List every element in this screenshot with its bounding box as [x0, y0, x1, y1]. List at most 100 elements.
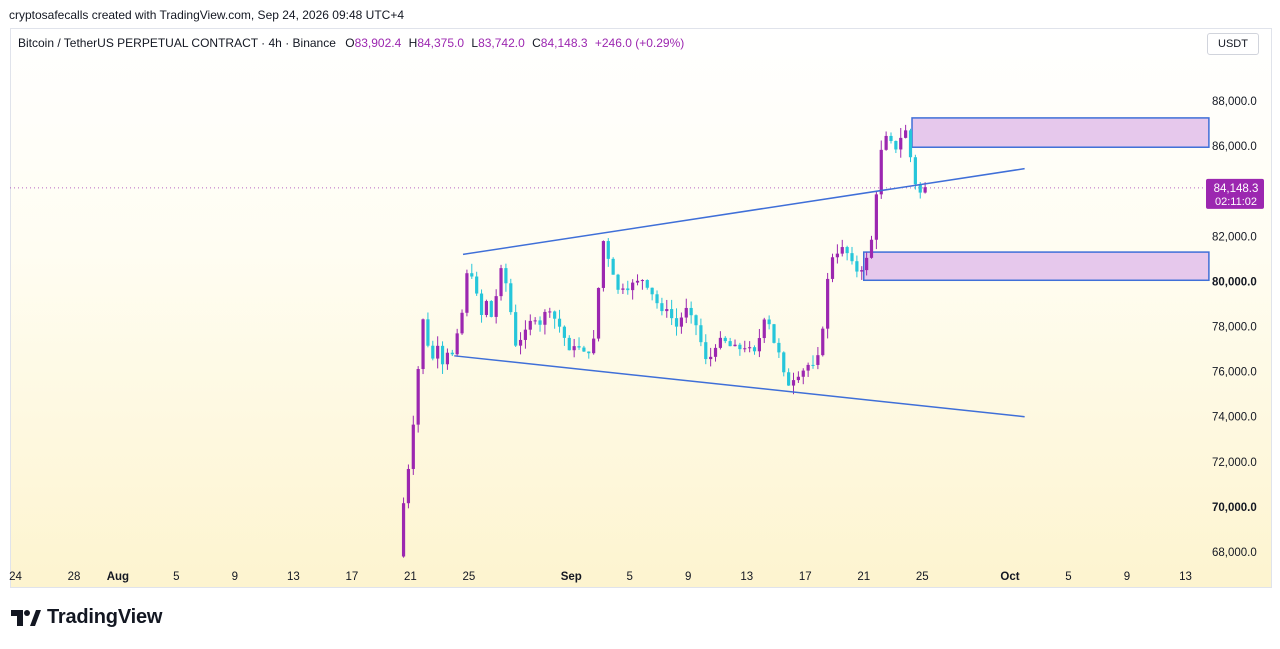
candle-body — [738, 344, 742, 350]
bullish-candle — [635, 274, 640, 286]
trendline — [462, 167, 1025, 256]
y-tick-label: 82,000.0 — [1212, 231, 1257, 243]
candle-body — [489, 301, 493, 317]
candle-body — [406, 468, 411, 504]
bearish-candle — [767, 315, 771, 330]
candle-body — [592, 338, 596, 354]
bullish-candle — [518, 332, 523, 355]
bullish-candle — [484, 299, 489, 318]
candle-body — [479, 293, 484, 315]
candle-body — [743, 348, 747, 350]
bearish-candle — [577, 337, 581, 350]
candle-body — [787, 372, 791, 386]
candle-body — [767, 319, 771, 325]
candle-body — [518, 339, 523, 346]
candle-body — [899, 137, 903, 150]
bearish-candle — [440, 341, 445, 374]
symbol-legend[interactable]: Bitcoin / TetherUS PERPETUAL CONTRACT · … — [18, 36, 684, 50]
candle-body — [455, 333, 459, 355]
bullish-candle — [757, 328, 761, 358]
candle-body — [445, 352, 450, 365]
bullish-candle — [406, 464, 411, 509]
bullish-candle — [835, 244, 839, 264]
candle-body — [777, 342, 781, 353]
candle-body — [674, 318, 679, 327]
bearish-candle — [723, 336, 727, 344]
candle-body — [801, 370, 805, 377]
trendline — [454, 355, 1025, 418]
x-tick-label: 21 — [404, 571, 417, 583]
candle-body — [528, 320, 532, 330]
candle-body — [548, 311, 552, 313]
candle-body — [475, 276, 479, 294]
y-tick-label: 88,000.0 — [1212, 96, 1257, 108]
bearish-candle — [728, 337, 732, 347]
bearish-candle — [479, 289, 484, 323]
bullish-candle — [401, 497, 406, 558]
candle-body — [694, 315, 698, 326]
bullish-candle — [713, 344, 718, 362]
bearish-candle — [650, 287, 654, 301]
bearish-candle — [606, 238, 610, 267]
candle-body — [431, 345, 435, 359]
bullish-candle — [899, 127, 903, 158]
bearish-candle — [611, 257, 615, 275]
bullish-candle — [533, 317, 537, 325]
last-price-badge — [1206, 178, 1264, 209]
candle-body — [640, 280, 645, 282]
bearish-candle — [699, 318, 703, 347]
bullish-candle — [826, 272, 830, 339]
x-tick-label: 28 — [68, 571, 81, 583]
bearish-candle — [752, 345, 757, 355]
bullish-candle — [421, 318, 425, 375]
candle-body — [845, 247, 849, 254]
x-tick-label: 13 — [1179, 571, 1192, 583]
bullish-candle — [874, 190, 878, 250]
candle-body — [557, 318, 562, 327]
symbol-name[interactable]: Bitcoin / TetherUS PERPETUAL CONTRACT · … — [18, 36, 336, 50]
candle-body — [894, 140, 898, 150]
candle-body — [679, 317, 683, 327]
bearish-candle — [562, 325, 567, 346]
candle-body — [704, 342, 708, 360]
close-label: C — [532, 36, 541, 50]
bullish-candle — [528, 314, 532, 336]
candle-body — [855, 261, 859, 272]
candle-body — [484, 301, 489, 315]
y-tick-label: 76,000.0 — [1212, 367, 1257, 379]
x-tick-label: 17 — [345, 571, 358, 583]
bullish-candle — [743, 340, 747, 353]
bullish-candle — [445, 348, 450, 370]
x-tick-label: 5 — [627, 571, 633, 583]
bearish-candle — [850, 246, 854, 265]
candle-body — [689, 307, 693, 316]
bullish-candle — [869, 235, 874, 259]
candle-body — [684, 307, 688, 318]
candle-body — [440, 345, 445, 365]
currency-button[interactable]: USDT — [1207, 33, 1259, 55]
bearish-candle — [426, 312, 430, 348]
bullish-candle — [465, 269, 469, 317]
high-value: 84,375.0 — [417, 36, 465, 50]
bullish-candle — [572, 338, 576, 358]
bullish-candle — [904, 124, 908, 139]
bearish-candle — [616, 273, 620, 294]
y-tick-label: 74,000.0 — [1212, 412, 1257, 424]
candle-body — [650, 287, 654, 295]
trendline-layer — [454, 167, 1025, 418]
bearish-candle — [782, 351, 786, 377]
bearish-candle — [567, 335, 571, 351]
bullish-candle — [865, 252, 869, 276]
bearish-candle — [557, 309, 562, 333]
candle-body — [723, 337, 727, 342]
candle-body — [733, 344, 737, 347]
bullish-candle — [548, 307, 552, 318]
y-tick-label: 72,000.0 — [1212, 457, 1257, 469]
x-tick-label: 13 — [740, 571, 753, 583]
bullish-candle — [679, 312, 683, 334]
candle-body — [499, 268, 503, 297]
candle-body — [655, 294, 659, 304]
tradingview-logo[interactable]: TradingView — [11, 606, 162, 629]
bullish-candle — [796, 371, 800, 383]
